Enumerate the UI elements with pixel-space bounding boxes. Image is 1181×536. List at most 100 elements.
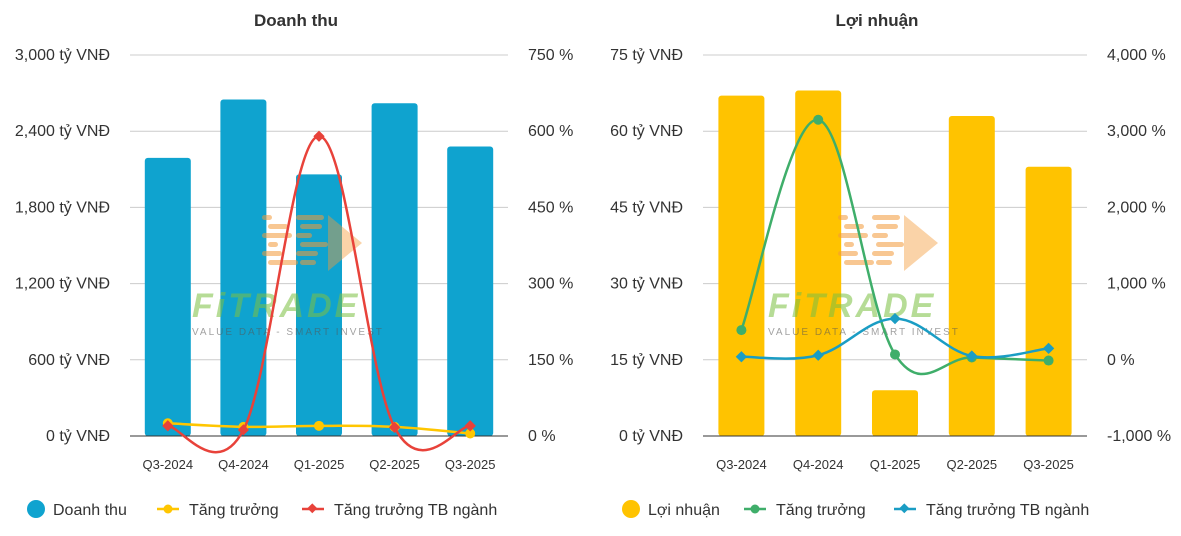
left-axis-tick-label: 1,800 tỷ VNĐ (15, 199, 110, 216)
watermark-stripe (296, 251, 318, 256)
x-axis-tick-label: Q4-2024 (218, 457, 269, 472)
legend-marker-point (750, 504, 760, 514)
watermark-stripe (872, 251, 894, 256)
watermark-arrow (904, 215, 938, 271)
right-axis-tick-label: 0 % (528, 428, 556, 445)
watermark-brand: FiTRADE (768, 287, 936, 325)
legend-label: Tăng trưởng (189, 502, 279, 519)
right-axis-tick-label: 300 % (528, 276, 573, 293)
watermark-stripe (300, 224, 322, 229)
legend: Lợi nhuận Tăng trưởng Tăng trưởng TB ngành (622, 500, 1089, 519)
watermark-stripe (300, 242, 328, 247)
bar-q4-2024 (795, 90, 842, 436)
watermark-stripe (268, 224, 288, 229)
left-axis-tick-label: 600 tỷ VNĐ (28, 352, 110, 369)
watermark-stripe (838, 233, 868, 238)
watermark-stripe (876, 242, 904, 247)
chart-title: Lợi nhuận (836, 11, 919, 30)
x-axis-tick-label: Q4-2024 (793, 457, 844, 472)
x-axis-tick-label: Q2-2025 (947, 457, 998, 472)
left-axis-tick-label: 0 tỷ VNĐ (46, 428, 110, 445)
left-axis-tick-label: 75 tỷ VNĐ (610, 47, 683, 64)
point-growth-q1-2025 (314, 420, 324, 431)
bar-q3-2024 (144, 157, 191, 436)
watermark-stripe (300, 260, 316, 265)
left-axis-tick-label: 60 tỷ VNĐ (610, 123, 683, 140)
point-industry-avg-growth-q2-2025 (966, 350, 978, 362)
left-axis-tick-label: 2,400 tỷ VNĐ (15, 123, 110, 140)
x-axis-tick-label: Q3-2024 (716, 457, 767, 472)
legend-label: Tăng trưởng (776, 502, 866, 519)
legend-marker-point (899, 503, 910, 514)
left-axis-tick-label: 0 tỷ VNĐ (619, 428, 683, 445)
watermark-stripe (876, 224, 898, 229)
watermark-stripe (872, 215, 900, 220)
point-growth-q3-2024 (736, 325, 747, 336)
right-axis-tick-label: -1,000 % (1107, 428, 1171, 445)
point-industry-avg-growth-q2-2025 (388, 421, 401, 434)
x-axis-tick-label: Q2-2025 (369, 457, 420, 472)
point-industry-avg-growth-q3-2025 (1042, 342, 1055, 355)
watermark-tagline: VALUE DATA - SMART INVEST (192, 327, 384, 338)
x-axis-tick-label: Q3-2025 (1023, 457, 1074, 472)
bar-q3-2025 (1025, 166, 1072, 436)
right-axis-tick-label: 150 % (528, 352, 573, 369)
watermark-stripe (262, 233, 292, 238)
legend-marker-point (163, 504, 173, 514)
watermark-stripe (296, 233, 312, 238)
watermark-tagline: VALUE DATA - SMART INVEST (768, 327, 960, 338)
point-industry-avg-growth-q3-2025 (464, 420, 476, 432)
x-axis-tick-label: Q3-2025 (445, 457, 496, 472)
watermark-stripe (296, 215, 324, 220)
left-axis-tick-label: 1,200 tỷ VNĐ (15, 276, 110, 293)
watermark-stripe (844, 242, 854, 247)
bar-q1-2025 (872, 390, 918, 436)
watermark-arrow (328, 215, 362, 271)
watermark-stripe (844, 260, 874, 265)
point-industry-avg-growth-q3-2024 (162, 420, 174, 432)
watermark-stripe (268, 242, 278, 247)
right-axis-tick-label: 0 % (1107, 352, 1135, 369)
legend-marker-point (307, 503, 318, 514)
chart-2: Lợi nhuận 0 tỷ VNĐ 15 tỷ VNĐ 30 tỷ VNĐ 45 tỷ… (610, 11, 1171, 519)
bar-q3-2025 (447, 146, 494, 436)
legend-label: Tăng trưởng TB ngành (334, 502, 497, 519)
legend-marker-bar (27, 500, 45, 518)
bar-q3-2024 (718, 95, 765, 436)
left-axis-tick-label: 3,000 tỷ VNĐ (15, 47, 110, 64)
right-axis-tick-label: 750 % (528, 47, 573, 64)
x-axis-tick-label: Q1-2025 (294, 457, 345, 472)
bar-q4-2024 (220, 99, 267, 436)
watermark-stripe (268, 260, 298, 265)
x-axis-tick-label: Q3-2024 (143, 457, 194, 472)
right-axis-tick-label: 2,000 % (1107, 199, 1166, 216)
right-axis-tick-label: 450 % (528, 199, 573, 216)
point-growth-q1-2025 (890, 349, 900, 360)
point-growth-q3-2025 (465, 428, 476, 439)
watermark-stripe (876, 260, 892, 265)
left-axis-tick-label: 30 tỷ VNĐ (610, 276, 683, 293)
watermark-stripe (262, 215, 272, 220)
point-growth-q3-2025 (1043, 355, 1054, 366)
right-axis-tick-label: 3,000 % (1107, 123, 1166, 140)
chart-1: Doanh thu 0 tỷ VNĐ 600 tỷ VNĐ 1,200 tỷ VNĐ 1… (15, 11, 574, 519)
point-industry-avg-growth-q4-2024 (237, 424, 250, 436)
bar-q2-2025 (948, 115, 995, 437)
chart-title: Doanh thu (254, 11, 338, 30)
legend-label: Lợi nhuận (648, 502, 720, 519)
point-industry-avg-growth-q1-2025 (313, 130, 325, 142)
legend-label: Tăng trưởng TB ngành (926, 502, 1089, 519)
point-industry-avg-growth-q1-2025 (889, 312, 901, 325)
point-industry-avg-growth-q4-2024 (812, 349, 824, 361)
right-axis-tick-label: 4,000 % (1107, 47, 1166, 64)
left-axis-tick-label: 15 tỷ VNĐ (610, 352, 683, 369)
legend-label: Doanh thu (53, 502, 127, 519)
bar-q1-2025 (296, 174, 342, 436)
x-axis-tick-label: Q1-2025 (870, 457, 921, 472)
watermark-stripe (838, 251, 858, 256)
left-axis-tick-label: 45 tỷ VNĐ (610, 199, 683, 216)
watermark-stripe (262, 251, 282, 256)
watermark-logo: FiTRADE VALUE DATA - SMART INVEST (768, 215, 960, 338)
watermark-stripe (872, 233, 888, 238)
